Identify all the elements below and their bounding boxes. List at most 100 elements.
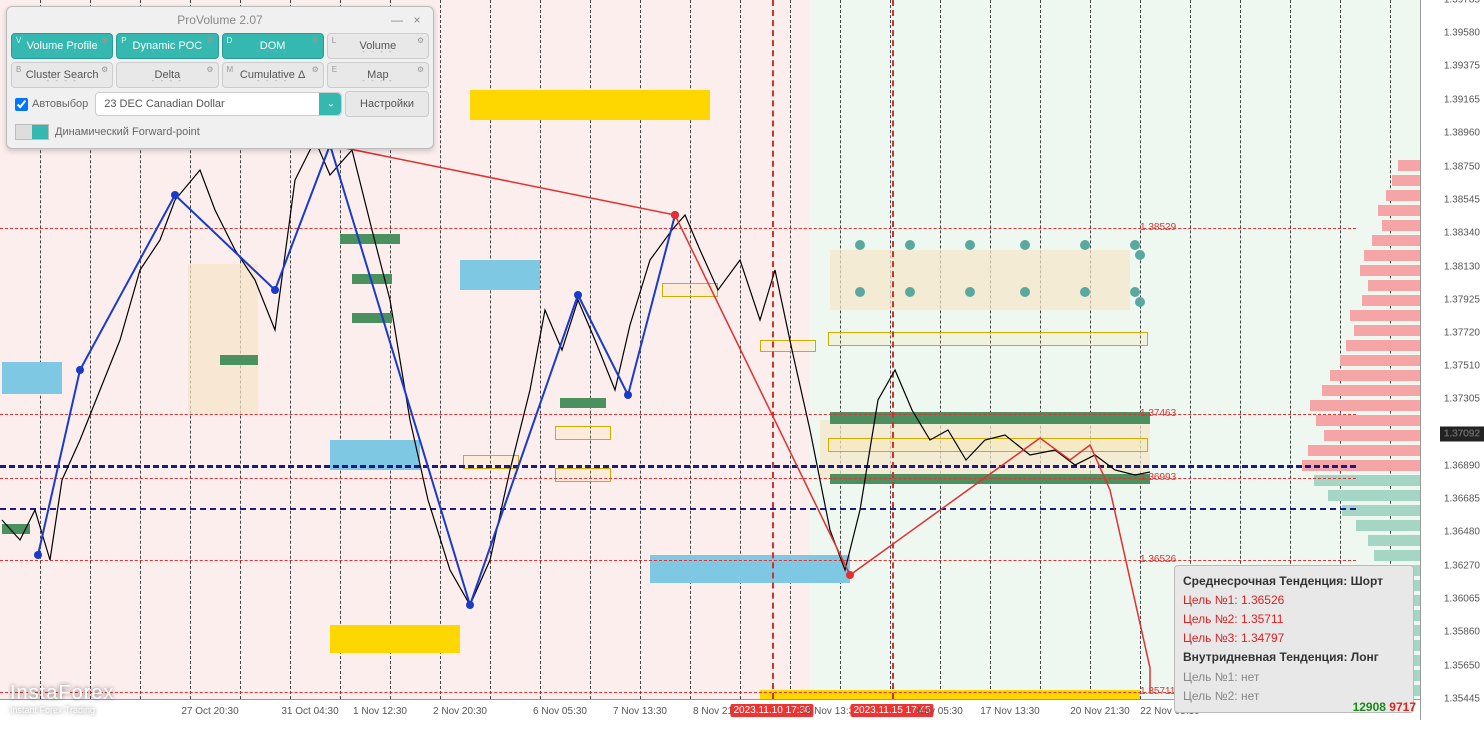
volume-profile-bar	[1364, 250, 1420, 261]
signal-dot	[1020, 240, 1030, 250]
grid-vline	[840, 0, 841, 699]
instrument-select[interactable]: 23 DEC Canadian Dollar ⌄	[95, 92, 342, 116]
gear-icon[interactable]: ⚙	[417, 65, 424, 74]
zone-green	[2, 524, 30, 534]
forward-point-swatch[interactable]	[15, 124, 49, 140]
signal-dot	[965, 287, 975, 297]
volume-profile-bar	[1386, 190, 1420, 201]
x-tick: 2 Nov 20:30	[433, 706, 487, 717]
gear-icon[interactable]: ⚙	[101, 36, 108, 45]
forward-point-row: Динамический Forward-point	[11, 120, 429, 144]
volume-profile-bar	[1330, 370, 1420, 381]
gear-icon[interactable]: ⚙	[312, 36, 319, 45]
volume-profile-bar	[1398, 160, 1420, 171]
level-label: 1.36993	[1140, 472, 1176, 483]
signal-dot	[1130, 240, 1140, 250]
signal-dot	[965, 240, 975, 250]
y-tick: 1.37092	[1444, 428, 1480, 439]
zone-beige	[830, 250, 1130, 310]
zone-ybox	[662, 283, 718, 297]
volume-profile-bar	[1356, 520, 1420, 531]
panel-button-dynamic-poc[interactable]: P⚙Dynamic POC- - - -	[116, 33, 218, 59]
grid-vline	[940, 0, 941, 699]
target-red: Цель №1: 1.36526	[1183, 591, 1405, 610]
zone-green	[220, 355, 258, 365]
panel-button-volume-profile[interactable]: V⚙Volume Profile- - - -	[11, 33, 113, 59]
x-tick: 27 Oct 20:30	[181, 706, 238, 717]
zone-green	[830, 474, 1150, 484]
volume-profile-bar	[1378, 205, 1420, 216]
y-tick: 1.37925	[1444, 294, 1480, 305]
grid-vline	[1040, 0, 1041, 699]
level-label: 1.35711	[1140, 686, 1175, 697]
zone-ybox	[828, 438, 1148, 452]
y-tick: 1.36065	[1444, 594, 1480, 605]
y-tick: 1.38545	[1444, 194, 1480, 205]
panel-button-delta[interactable]: ⚙Delta- - - -	[116, 62, 218, 88]
zone-ybox	[555, 468, 611, 482]
y-tick: 1.39375	[1444, 61, 1480, 72]
midterm-trend-label: Среднесрочная Тенденция: Шорт	[1183, 572, 1405, 591]
panel-button-cumulative-[interactable]: M⚙Cumulative Δ- - - -	[222, 62, 324, 88]
volume-profile-bar	[1316, 415, 1420, 426]
volume-profile-bar	[1382, 220, 1420, 231]
volume-profile-bar	[1310, 400, 1420, 411]
target-gray: Цель №1: нет	[1183, 668, 1405, 687]
x-tick: 17 Nov 13:30	[980, 706, 1040, 717]
signal-dot	[855, 240, 865, 250]
grid-vline	[1140, 0, 1141, 699]
y-tick: 1.35650	[1444, 660, 1480, 671]
y-tick: 1.39165	[1444, 94, 1480, 105]
gear-icon[interactable]: ⚙	[206, 36, 213, 45]
zone-green	[352, 313, 392, 323]
zone-ybox	[555, 426, 611, 440]
gear-icon[interactable]: ⚙	[312, 65, 319, 74]
settings-button[interactable]: Настройки	[345, 91, 429, 117]
grid-vline	[1090, 0, 1091, 699]
volume-footer: 12908 9717	[1353, 700, 1416, 714]
zone-yellow	[330, 625, 460, 653]
signal-dot	[1135, 250, 1145, 260]
zone-cyan	[460, 260, 540, 290]
signal-dot	[905, 240, 915, 250]
intraday-trend-label: Внутридневная Тенденция: Лонг	[1183, 648, 1405, 667]
target-red: Цель №2: 1.35711	[1183, 610, 1405, 629]
volume-profile-bar	[1324, 430, 1420, 441]
trend-info-box: Среднесрочная Тенденция: Шорт Цель №1: 1…	[1174, 565, 1414, 713]
x-tick: 7 Nov 13:30	[613, 706, 667, 717]
session-vline	[772, 0, 774, 699]
minimize-icon[interactable]: —	[389, 13, 405, 29]
panel-button-map[interactable]: E⚙Map- - - -	[327, 62, 429, 88]
y-tick: 1.37720	[1444, 327, 1480, 338]
provolume-panel[interactable]: ProVolume 2.07 — × V⚙Volume Profile- - -…	[6, 6, 434, 149]
grid-vline	[990, 0, 991, 699]
volume-profile-bar	[1328, 490, 1420, 501]
panel-button-volume[interactable]: L⚙Volume- - - -	[327, 33, 429, 59]
x-tick: 1 Nov 12:30	[353, 706, 407, 717]
gear-icon[interactable]: ⚙	[101, 65, 108, 74]
close-icon[interactable]: ×	[409, 13, 425, 29]
grid-vline	[440, 0, 441, 699]
zone-yellow	[470, 90, 710, 120]
volume-profile-bar	[1360, 265, 1420, 276]
panel-button-dom[interactable]: D⚙DOM- - - -	[222, 33, 324, 59]
zone-green	[352, 274, 392, 284]
session-vline	[892, 0, 894, 699]
volume-profile-bar	[1374, 550, 1420, 561]
x-tick: 20 Nov 21:30	[1070, 706, 1130, 717]
grid-vline	[890, 0, 891, 699]
gear-icon[interactable]: ⚙	[206, 65, 213, 74]
y-tick: 1.36890	[1444, 461, 1480, 472]
signal-dot	[1080, 240, 1090, 250]
volume-profile-bar	[1368, 535, 1420, 546]
y-tick: 1.39580	[1444, 28, 1480, 39]
volume-profile-bar	[1346, 340, 1420, 351]
gear-icon[interactable]: ⚙	[417, 36, 424, 45]
panel-button-cluster-search[interactable]: B⚙Cluster Search- - - -	[11, 62, 113, 88]
y-tick: 1.36270	[1444, 561, 1480, 572]
zone-beige	[188, 264, 258, 414]
autoselect-checkbox[interactable]: Автовыбор	[11, 94, 92, 115]
panel-title: ProVolume 2.07 — ×	[11, 11, 429, 33]
volume-profile-bar	[1372, 235, 1420, 246]
zone-ybox	[828, 332, 1148, 346]
